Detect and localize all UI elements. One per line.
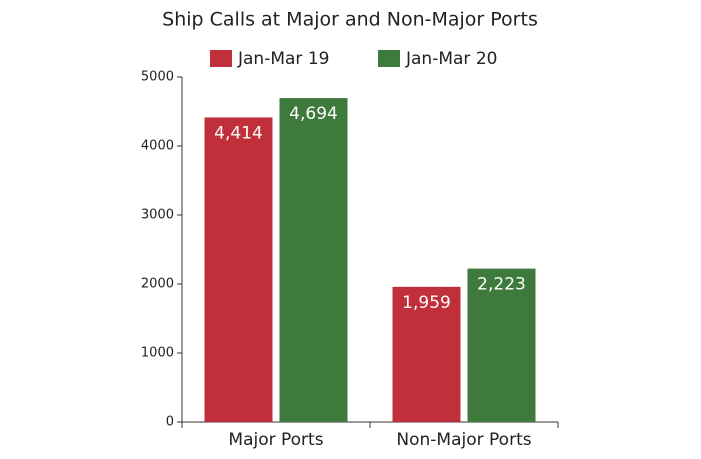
y-tick-label: 4000 (141, 139, 174, 154)
legend-label: Jan-Mar 20 (405, 49, 497, 69)
bar (467, 268, 536, 422)
y-tick-label: 3000 (141, 208, 174, 223)
y-tick-label: 1000 (141, 346, 174, 361)
legend-label: Jan-Mar 19 (237, 49, 329, 69)
x-tick-label: Non-Major Ports (396, 430, 531, 450)
bar (279, 98, 348, 422)
x-tick-label: Major Ports (228, 430, 323, 450)
value-label: 1,959 (402, 293, 451, 313)
chart-title: Ship Calls at Major and Non-Major Ports (162, 9, 538, 31)
value-label: 4,414 (214, 123, 263, 143)
y-tick-label: 2000 (141, 277, 174, 292)
value-label: 2,223 (477, 275, 526, 295)
bar (392, 286, 461, 422)
y-tick-label: 5000 (141, 70, 174, 85)
bar (204, 117, 273, 423)
legend-swatch (210, 50, 232, 67)
legend-swatch (378, 50, 400, 67)
y-tick-label: 0 (166, 415, 174, 430)
value-label: 4,694 (289, 104, 338, 124)
